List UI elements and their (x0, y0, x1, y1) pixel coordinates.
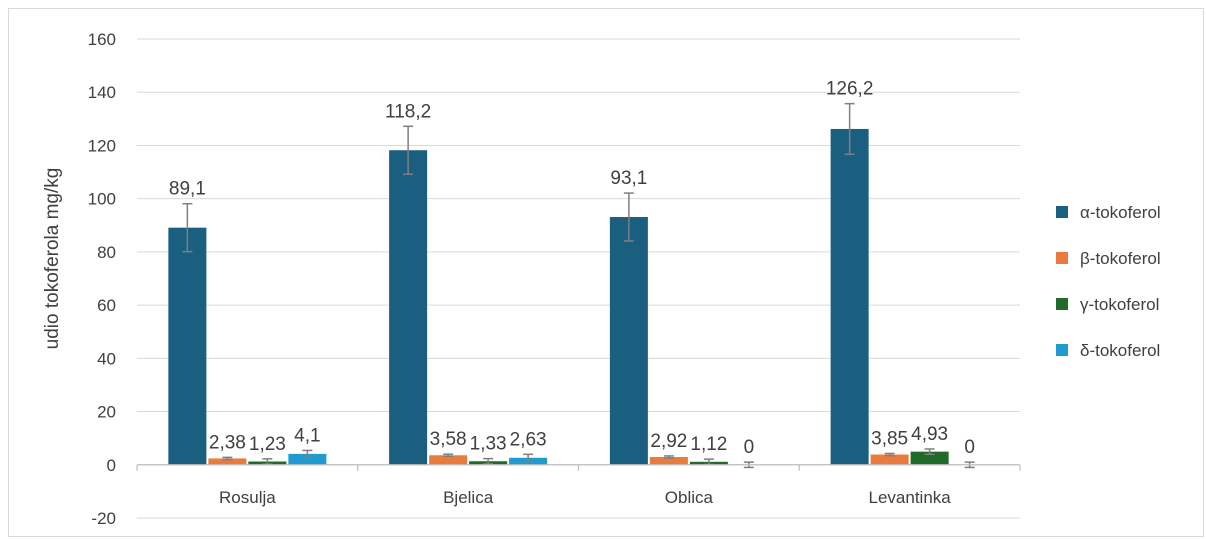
y-axis-ticks: -20 0 20 40 60 80 100 120 140 160 (88, 30, 116, 528)
data-label: 2,38 (209, 432, 246, 453)
bar (830, 128, 869, 465)
bar (429, 455, 468, 465)
chart-frame (8, 8, 1204, 537)
data-label: 2,92 (650, 431, 687, 452)
data-label: 1,33 (470, 434, 507, 455)
error-bars (182, 102, 975, 469)
data-label: 118,2 (385, 101, 431, 122)
data-label: 1,12 (690, 434, 727, 455)
y-tick-label: 160 (88, 30, 116, 49)
legend-label: β-tokoferol (1080, 249, 1161, 268)
bar (208, 458, 247, 465)
data-label: 3,85 (871, 428, 908, 449)
y-axis-label: udio tokoferola mg/kg (42, 168, 63, 350)
data-labels: 89,1 118,2 93,1 126,2 2,38 3,58 2,92 3,85 1,23 1,… (169, 79, 975, 458)
bar (168, 227, 207, 465)
legend-label: α-tokoferol (1080, 203, 1161, 222)
legend-label: δ-tokoferol (1080, 341, 1160, 360)
data-label: 0 (744, 437, 755, 458)
x-axis (136, 464, 1021, 471)
bar (609, 217, 648, 465)
data-label: 89,1 (169, 179, 206, 200)
legend: α-tokoferol β-tokoferol γ-tokoferol δ-tokof… (1056, 203, 1161, 360)
bar (649, 457, 688, 465)
bar (910, 451, 949, 465)
bar (870, 454, 909, 465)
bar (389, 150, 428, 465)
y-tick-label: 0 (107, 456, 116, 475)
data-label: 93,1 (610, 168, 647, 189)
legend-swatch (1056, 252, 1068, 264)
data-label: 1,23 (249, 434, 286, 455)
y-tick-label: 40 (97, 349, 116, 368)
data-label: 4,1 (294, 425, 320, 446)
x-tick-label: Bjelica (443, 488, 494, 507)
data-label: 126,2 (826, 79, 874, 100)
data-label: 3,58 (430, 429, 467, 450)
data-label: 0 (964, 437, 975, 458)
y-tick-label: 100 (88, 190, 116, 209)
y-tick-label: -20 (91, 509, 116, 528)
x-tick-label: Rosulja (219, 488, 276, 507)
x-axis-ticks: Rosulja Bjelica Oblica Levantinka (219, 488, 951, 507)
bar (288, 453, 327, 465)
y-tick-label: 120 (88, 136, 116, 155)
x-tick-label: Oblica (665, 488, 714, 507)
y-tick-label: 60 (97, 296, 116, 315)
data-label: 4,93 (911, 424, 948, 445)
legend-swatch (1056, 344, 1068, 356)
y-tick-label: 140 (88, 83, 116, 102)
legend-swatch (1056, 206, 1068, 218)
bars (168, 128, 989, 465)
y-tick-label: 80 (97, 243, 116, 262)
legend-swatch (1056, 298, 1068, 310)
data-label: 2,63 (510, 429, 547, 450)
x-tick-label: Levantinka (869, 488, 952, 507)
legend-label: γ-tokoferol (1080, 295, 1159, 314)
y-tick-label: 20 (97, 403, 116, 422)
